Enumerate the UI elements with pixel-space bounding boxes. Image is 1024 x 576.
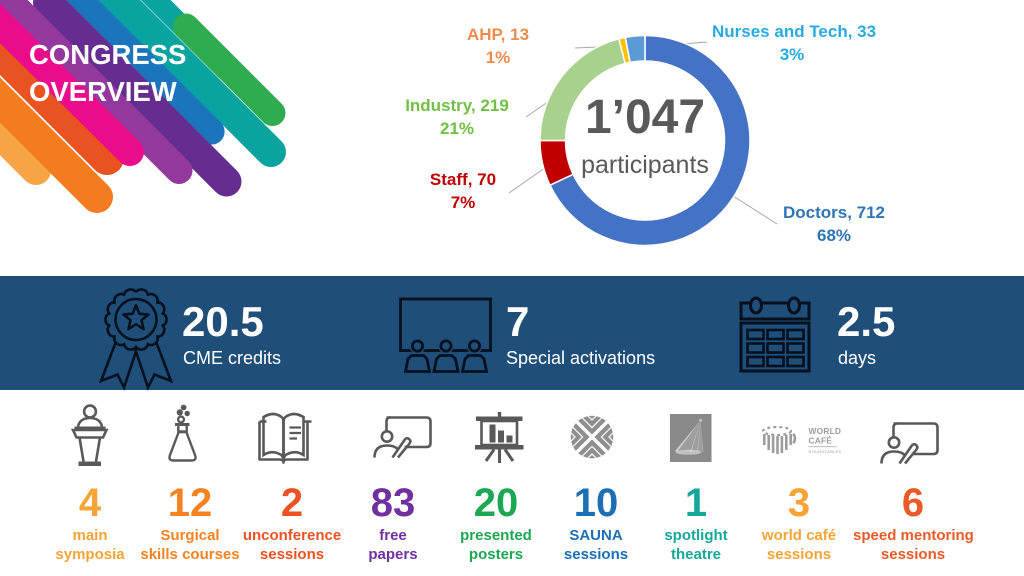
svg-text:WORLD: WORLD xyxy=(809,426,842,436)
svg-text:ROUNDTABLES: ROUNDTABLES xyxy=(809,449,842,454)
svg-text:CAFÉ: CAFÉ xyxy=(809,434,833,445)
